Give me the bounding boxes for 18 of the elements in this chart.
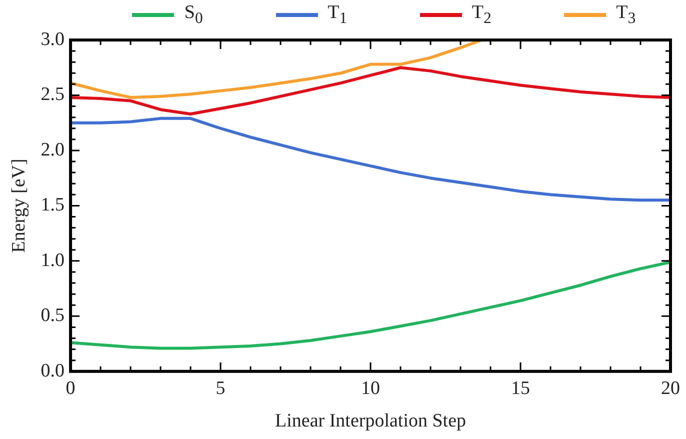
y-tick-label: 2.5 [40, 84, 65, 106]
x-tick-label: 15 [511, 378, 530, 399]
legend-label: T$_{1}$ [328, 2, 348, 28]
legend-label: T$_{3}$ [616, 2, 636, 28]
x-tick-label: 0 [66, 378, 76, 399]
x-tick-label: 5 [216, 378, 226, 399]
y-tick-label: 0.0 [40, 360, 65, 382]
x-axis-title: Linear Interpolation Step [275, 410, 466, 432]
legend-label: S$_{0}$ [184, 2, 203, 28]
y-tick-label: 3.0 [40, 28, 65, 50]
legend-label: T$_{2}$ [472, 2, 492, 28]
x-tick-label: 20 [661, 378, 680, 399]
y-tick-label: 1.0 [40, 250, 65, 271]
x-tick-label: 10 [361, 378, 380, 399]
y-tick-label: 1.5 [40, 194, 65, 216]
y-axis-title: Energy [eV] [8, 158, 30, 253]
y-tick-label: 0.5 [40, 305, 65, 326]
y-tick-label: 2.0 [40, 139, 65, 160]
